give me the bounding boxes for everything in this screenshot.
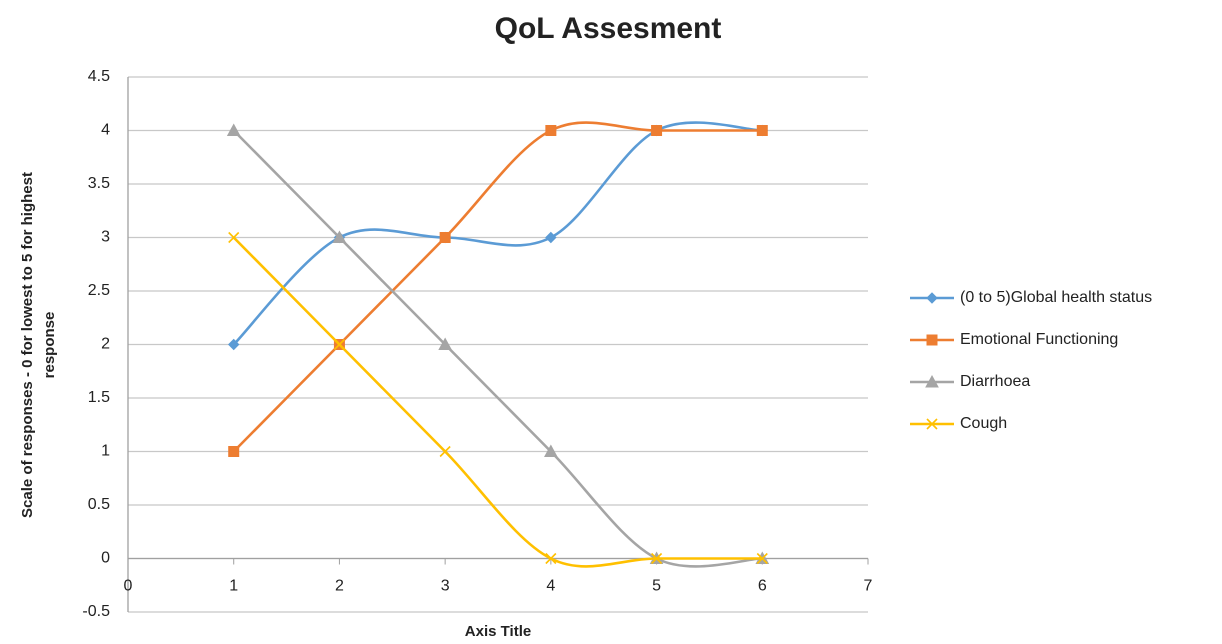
x-axis-title: Axis Title <box>465 623 531 640</box>
x-tick-label: 6 <box>758 578 767 595</box>
marker <box>228 446 240 457</box>
marker <box>438 337 452 350</box>
marker <box>545 552 557 565</box>
x-tick-label: 4 <box>546 578 555 595</box>
y-tick-label: 0.5 <box>88 496 110 513</box>
y-axis-title-line: response <box>41 312 58 379</box>
marker <box>756 125 768 136</box>
y-tick-label: 4.5 <box>88 68 110 85</box>
marker <box>545 125 557 136</box>
marker <box>333 338 345 351</box>
legend-label: (0 to 5)Global health status <box>960 289 1152 306</box>
legend-label: Diarrhoea <box>960 373 1030 390</box>
y-tick-label: -0.5 <box>82 603 110 620</box>
y-axis-title: Scale of responses - 0 for lowest to 5 f… <box>19 172 58 518</box>
legend-marker <box>926 292 938 304</box>
marker <box>332 230 347 243</box>
line <box>232 121 763 453</box>
legend-item: (0 to 5)Global health status <box>910 289 1152 306</box>
legend-item: Cough <box>910 415 1007 432</box>
marker <box>651 125 663 136</box>
line <box>232 236 763 568</box>
series <box>228 231 768 568</box>
marker <box>439 232 451 243</box>
chart-title: QoL Assesment <box>495 12 722 45</box>
y-tick-label: 1.5 <box>88 389 110 406</box>
line <box>232 129 763 568</box>
marker <box>226 123 241 136</box>
legend-marker <box>926 418 938 430</box>
marker <box>228 338 240 351</box>
x-tick-label: 2 <box>335 578 344 595</box>
series <box>228 121 768 457</box>
marker <box>228 231 240 244</box>
legend-label: Cough <box>960 415 1007 432</box>
legend-label: Emotional Functioning <box>960 331 1118 348</box>
x-tick-label: 5 <box>652 578 661 595</box>
y-tick-label: 0 <box>101 550 110 567</box>
x-tick-label: 0 <box>124 578 133 595</box>
y-tick-label: 3.5 <box>88 175 110 192</box>
marker <box>439 445 451 458</box>
y-tick-label: 2.5 <box>88 282 110 299</box>
y-tick-label: 3 <box>101 229 110 246</box>
y-tick-label: 4 <box>101 122 110 139</box>
line <box>232 121 763 346</box>
x-tick-label: 7 <box>864 578 873 595</box>
marker <box>651 552 663 565</box>
y-axis-title-line: Scale of responses - 0 for lowest to 5 f… <box>19 172 36 518</box>
marker <box>756 552 768 565</box>
marker <box>545 231 557 244</box>
x-tick-label: 3 <box>441 578 450 595</box>
series <box>226 123 770 568</box>
y-tick-label: 1 <box>101 443 110 460</box>
marker <box>544 444 558 457</box>
legend-item: Emotional Functioning <box>910 331 1118 348</box>
y-tick-label: 2 <box>101 336 110 353</box>
legend-marker <box>925 374 939 388</box>
legend-item: Diarrhoea <box>910 373 1030 390</box>
legend-marker <box>926 334 938 346</box>
x-tick-label: 1 <box>229 578 238 595</box>
